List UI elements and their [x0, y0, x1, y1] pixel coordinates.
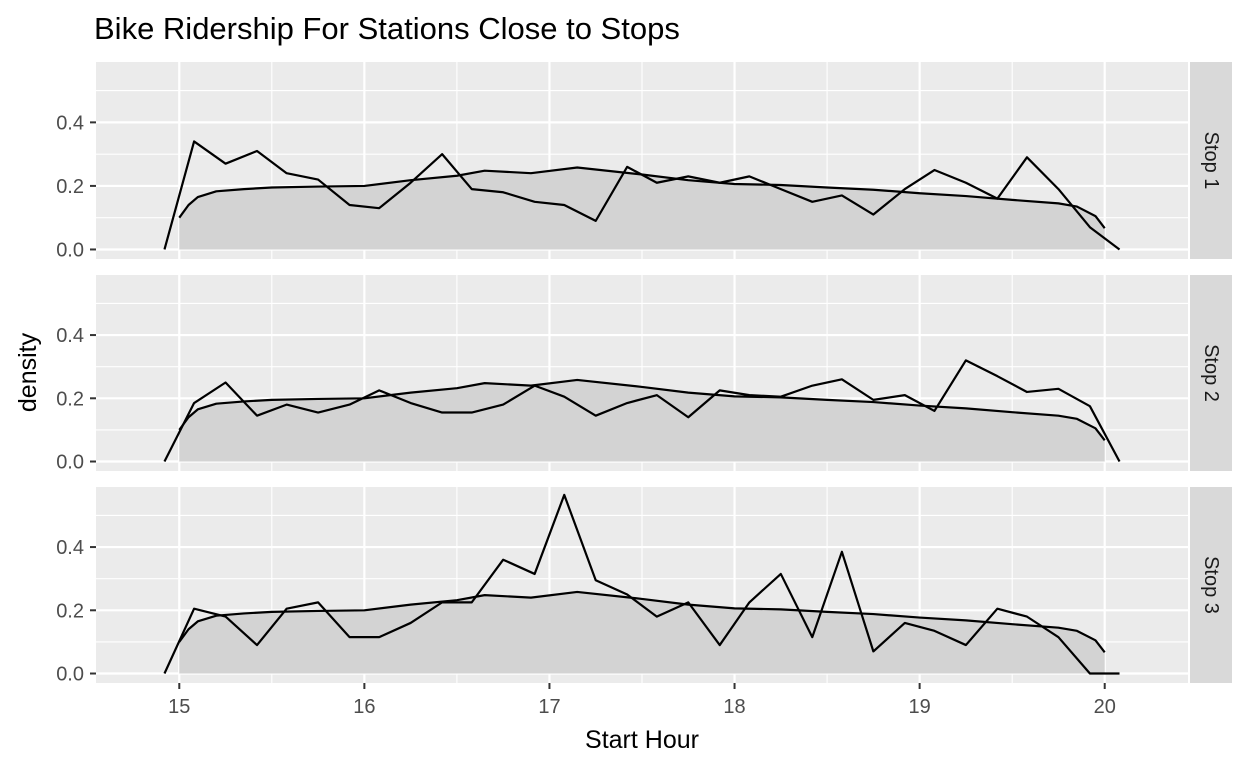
y-axis-title: density: [14, 332, 42, 412]
facet-label-stop-2: Stop 2: [1200, 344, 1222, 402]
x-axis-title: Start Hour: [585, 726, 699, 754]
x-tick-label: 18: [723, 696, 745, 718]
density-line-stop-1: [178, 166, 1106, 229]
density-area-stop-2: [179, 379, 1105, 462]
frequency-line-stop-3: [163, 493, 1120, 675]
facet-label-stop-1: Stop 1: [1200, 132, 1222, 190]
y-tick-label: 0.0: [56, 664, 84, 686]
x-tick-label: 15: [168, 696, 190, 718]
frequency-line-stop-2: [163, 359, 1121, 463]
density-area-stop-3: [179, 591, 1105, 674]
y-tick-label: 0.2: [56, 388, 84, 410]
facet-strip-stop-3: [1190, 487, 1232, 683]
density-line-stop-3: [178, 590, 1106, 654]
x-tick-label: 20: [1094, 696, 1116, 718]
y-tick-label: 0.4: [56, 112, 84, 134]
y-tick-label: 0.0: [56, 452, 84, 474]
chart-title: Bike Ridership For Stations Close to Sto…: [94, 11, 680, 46]
x-tick-label: 17: [538, 696, 560, 718]
y-tick-label: 0.4: [56, 537, 84, 559]
y-tick-label: 0.0: [56, 239, 84, 261]
density-line-stop-2: [178, 378, 1106, 442]
facet-strip-stop-1: [1190, 62, 1232, 259]
facet-label-stop-3: Stop 3: [1200, 556, 1222, 614]
y-tick-label: 0.2: [56, 176, 84, 198]
density-area-stop-1: [179, 167, 1105, 250]
x-tick-label: 19: [909, 696, 931, 718]
facet-strip-stop-2: [1190, 275, 1232, 471]
y-tick-label: 0.4: [56, 325, 84, 347]
y-tick-label: 0.2: [56, 600, 84, 622]
frequency-line-stop-1: [163, 140, 1121, 251]
x-tick-label: 16: [353, 696, 375, 718]
